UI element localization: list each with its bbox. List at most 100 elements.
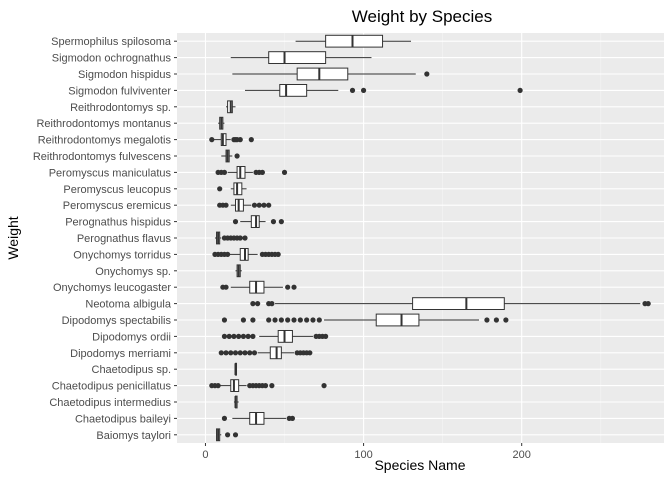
species-box-group [217, 182, 247, 196]
outlier-point [209, 137, 215, 143]
x-tick-label: 200 [513, 449, 531, 461]
outlier-point [297, 317, 303, 323]
outlier-point [242, 350, 248, 356]
species-box-group [230, 51, 372, 65]
outlier-point [247, 350, 253, 356]
species-box-group [209, 133, 254, 147]
iqr-box [296, 67, 349, 81]
y-tick-label: Dipodomys ordii [92, 331, 171, 343]
outlier-point [291, 284, 297, 290]
outlier-point [221, 169, 228, 175]
species-box-group [234, 362, 238, 376]
species-box-group [215, 165, 288, 179]
y-tick-label: Chaetodipus baileyi [75, 413, 171, 425]
outlier-point [232, 350, 239, 356]
species-box-group [226, 100, 236, 114]
outlier-point [484, 317, 490, 323]
outlier-point [240, 333, 247, 339]
outlier-point [316, 317, 322, 323]
species-box-group [214, 231, 248, 245]
y-tick-label: Reithrodontomys sp. [70, 102, 171, 114]
y-tick-label: Sigmodon ochrognathus [52, 53, 172, 65]
outlier-point [259, 169, 265, 175]
chart-title: Weight by Species [352, 7, 492, 26]
outlier-point [270, 219, 277, 225]
species-box-group [218, 116, 225, 130]
species-box-group [209, 379, 327, 393]
y-axis-title: Weight [5, 216, 21, 259]
outlier-point [262, 383, 269, 389]
outlier-point [278, 317, 284, 323]
y-tick-label: Peromyscus maniculatus [49, 167, 172, 179]
species-box-group [232, 215, 284, 229]
outlier-point [307, 350, 313, 356]
y-tick-label: Perognathus hispidus [65, 217, 171, 229]
species-box-group [244, 83, 523, 97]
outlier-point [234, 153, 240, 159]
iqr-box [268, 51, 327, 65]
outlier-point [275, 251, 281, 257]
outlier-point [503, 317, 509, 323]
y-tick-label: Chaetodipus sp. [92, 364, 172, 376]
outlier-point [232, 219, 239, 225]
species-box-group [221, 313, 509, 327]
box-series [209, 34, 651, 442]
y-tick-label: Peromyscus eremicus [63, 200, 172, 212]
outlier-point [261, 202, 267, 208]
outlier-point [223, 350, 229, 356]
species-box-group [217, 198, 272, 212]
outlier-point [232, 432, 239, 438]
outlier-point [493, 317, 499, 323]
outlier-point [231, 333, 237, 339]
y-tick-label: Baiomys taylori [96, 430, 171, 442]
outlier-point [424, 71, 430, 77]
x-tick-label: 0 [202, 449, 208, 461]
y-tick-label: Chaetodipus intermedius [49, 397, 171, 409]
outlier-point [289, 415, 296, 421]
outlier-point [237, 350, 243, 356]
y-tick-label: Neotoma albigula [85, 299, 171, 311]
outlier-point [228, 350, 234, 356]
y-tick-label: Onychomys torridus [73, 249, 171, 261]
outlier-point [236, 333, 242, 339]
outlier-point [272, 317, 278, 323]
outlier-point [285, 284, 291, 290]
species-box-group [221, 149, 240, 163]
outlier-point [218, 350, 224, 356]
x-axis: 0 100 200 [202, 443, 531, 461]
y-tick-label: Reithrodontomys megalotis [38, 135, 172, 147]
outlier-point [360, 87, 367, 93]
outlier-point [221, 415, 228, 421]
outlier-point [266, 202, 272, 208]
outlier-point [250, 333, 256, 339]
iqr-box [375, 313, 420, 327]
species-box-group [220, 280, 297, 294]
iqr-box [412, 297, 505, 311]
outlier-point [321, 383, 327, 389]
outlier-point [251, 202, 258, 208]
outlier-point [517, 87, 523, 93]
outlier-point [269, 301, 275, 307]
y-tick-label: Peromyscus leucopus [63, 184, 171, 196]
species-box-group [250, 297, 651, 311]
y-tick-label: Onychomys sp. [95, 266, 171, 278]
outlier-point [226, 333, 232, 339]
y-tick-label: Sigmodon fulviventer [68, 85, 171, 97]
iqr-box [279, 83, 308, 97]
x-tick-label: 100 [354, 449, 372, 461]
outlier-point [245, 333, 251, 339]
outlier-point [269, 383, 275, 389]
outlier-point [223, 202, 229, 208]
outlier-point [323, 333, 329, 339]
outlier-point [285, 317, 291, 323]
outlier-point [278, 219, 284, 225]
outlier-point [255, 301, 261, 307]
species-box-group [233, 395, 239, 409]
species-box-group [216, 428, 239, 442]
outlier-point [221, 317, 228, 323]
outlier-point [310, 317, 316, 323]
y-tick-label: Onychomys leucogaster [53, 282, 171, 294]
y-tick-label: Reithrodontomys fulvescens [33, 151, 172, 163]
outlier-point [645, 301, 651, 307]
x-axis-title: Species Name [374, 457, 465, 473]
